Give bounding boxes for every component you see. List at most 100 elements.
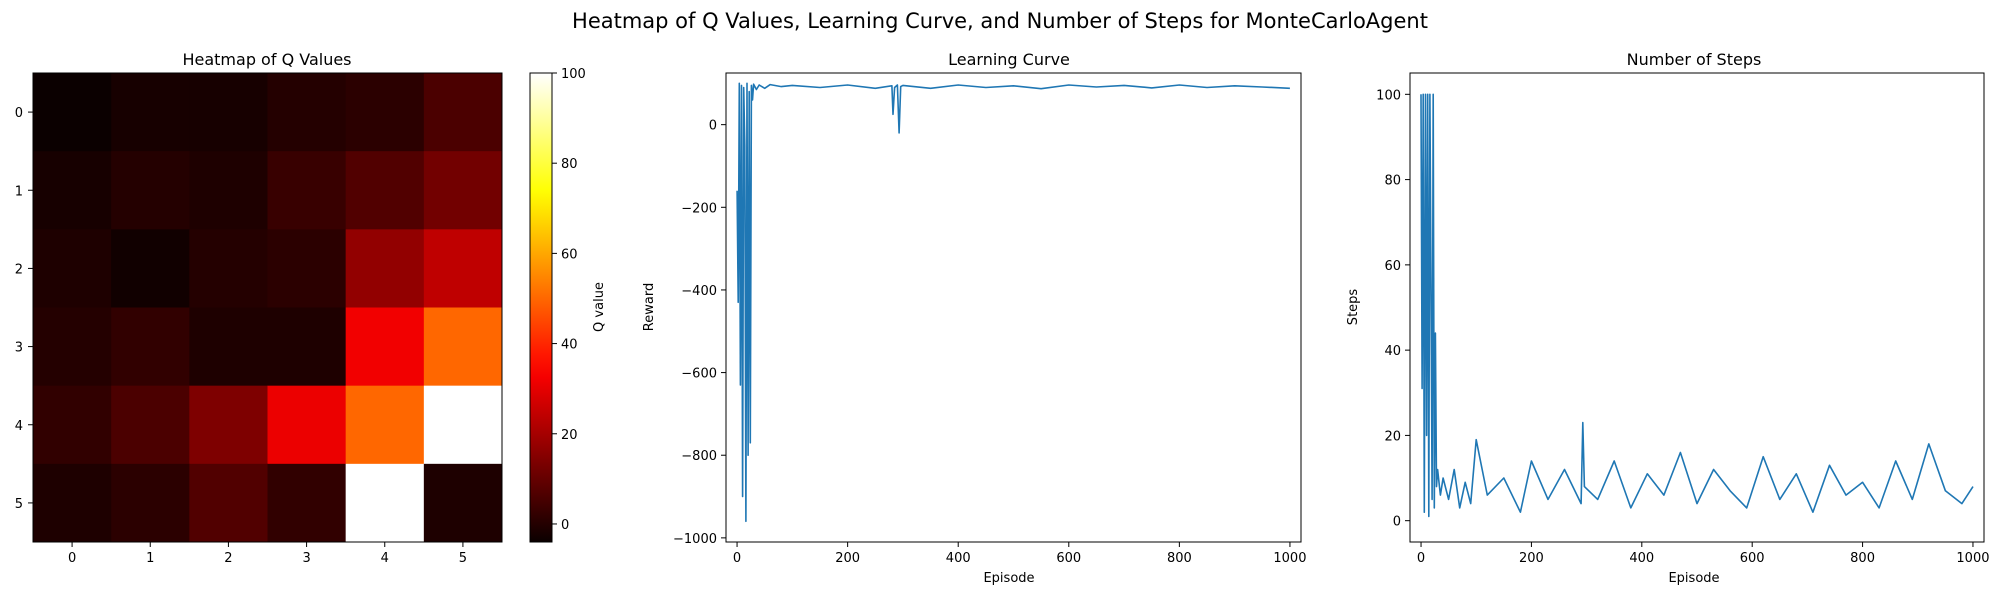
- learning-curve-x-tick: 200: [835, 551, 860, 566]
- learning-curve-xlabel: Episode: [983, 571, 1034, 586]
- heatmap-cell: [267, 229, 347, 308]
- heatmap-cell: [111, 229, 190, 308]
- heatmap-cell: [111, 73, 190, 152]
- learning-curve-y-tick: −800: [681, 449, 717, 464]
- learning-curve-ylabel: Reward: [642, 283, 657, 331]
- heatmap-cell: [189, 385, 268, 465]
- heatmap-cell: [33, 385, 112, 465]
- steps-series-line: [1420, 93, 1974, 518]
- learning-curve-plot-area: [726, 73, 1301, 542]
- learning-curve-x-tick: 1000: [1273, 551, 1306, 566]
- heatmap-cell: [33, 151, 112, 230]
- heatmap-cell: [345, 463, 425, 543]
- heatmap-cell: [345, 229, 425, 308]
- heatmap-y-tick: 3: [15, 341, 23, 356]
- heatmap-x-tick: 3: [302, 551, 310, 566]
- heatmap-title: Heatmap of Q Values: [182, 50, 351, 69]
- steps-plot-area: [1410, 73, 1984, 542]
- colorbar-tick: 60: [561, 247, 578, 262]
- heatmap-cell: [189, 229, 268, 308]
- colorbar-tick: 20: [561, 428, 578, 443]
- steps-xlabel: Episode: [1668, 571, 1719, 586]
- heatmap-cell: [423, 151, 503, 230]
- heatmap-cell: [111, 385, 190, 465]
- heatmap-cell: [267, 151, 347, 230]
- figure-title: Heatmap of Q Values, Learning Curve, and…: [572, 9, 1428, 33]
- steps-x-tick: 600: [1740, 551, 1765, 566]
- heatmap-cell: [111, 307, 190, 387]
- learning-curve-y-tick: −400: [681, 284, 717, 299]
- heatmap-cell: [33, 73, 112, 152]
- heatmap-ticks: 0 1 2 3 4 5 0 1 2 3 4 5: [15, 106, 467, 566]
- heatmap-cells: [32, 72, 503, 543]
- learning-curve-x-tick: 600: [1056, 551, 1081, 566]
- heatmap-cell: [189, 73, 268, 152]
- heatmap-y-tick: 2: [15, 262, 23, 277]
- heatmap-cell: [423, 385, 503, 465]
- steps-panel: Number of Steps 0 200 400 600 800 1000 0 20 40 60…: [1346, 50, 1990, 586]
- colorbar-tick: 0: [561, 518, 569, 533]
- steps-x-tick: 0: [1417, 551, 1425, 566]
- steps-axes-frame: [1409, 72, 1985, 543]
- heatmap-cell: [423, 463, 503, 543]
- steps-ylabel: Steps: [1346, 289, 1361, 326]
- heatmap-cell: [189, 463, 268, 543]
- steps-y-tick: 20: [1384, 429, 1401, 444]
- learning-curve-y-tick: −200: [681, 201, 717, 216]
- colorbar-ticks: 0 20 40 60 80 100: [552, 67, 586, 533]
- heatmap-cell: [423, 307, 503, 387]
- learning-curve-x-tick: 0: [733, 551, 741, 566]
- learning-curve-y-tick: 0: [709, 119, 717, 134]
- heatmap-panel: Heatmap of Q Values 0 1 2 3 4 5 0 1 2 3 4 5 0 20 40 60…: [15, 50, 607, 566]
- steps-y-tick: 40: [1384, 344, 1401, 359]
- learning-curve-plot: 0 200 400 600 800 1000 0 −200 −400 −600 −800 −1000: [673, 72, 1306, 566]
- colorbar: [529, 72, 553, 543]
- learning-curve-y-tick: −1000: [673, 532, 717, 547]
- heatmap-y-tick: 5: [15, 497, 23, 512]
- colorbar-label: Q value: [592, 282, 607, 332]
- heatmap-cell: [189, 307, 268, 387]
- heatmap-cell: [33, 229, 112, 308]
- steps-title: Number of Steps: [1627, 50, 1762, 69]
- heatmap-x-tick: 1: [146, 551, 154, 566]
- heatmap-cell: [345, 73, 425, 152]
- heatmap-frame: [32, 72, 503, 543]
- heatmap-cell: [423, 73, 503, 152]
- steps-plot: 0 200 400 600 800 1000 0 20 40 60 80 100: [1376, 72, 1990, 566]
- heatmap-cell: [345, 385, 425, 465]
- learning-curve-title: Learning Curve: [948, 50, 1070, 69]
- heatmap-x-tick: 0: [68, 551, 76, 566]
- heatmap-cell: [33, 307, 112, 387]
- heatmap-cell: [189, 151, 268, 230]
- colorbar-tick: 40: [561, 338, 578, 353]
- heatmap-cell: [345, 307, 425, 387]
- heatmap-y-tick: 1: [15, 184, 23, 199]
- heatmap-cell: [267, 307, 347, 387]
- heatmap-x-tick: 4: [381, 551, 389, 566]
- steps-x-tick: 200: [1519, 551, 1544, 566]
- learning-curve-series-line: [736, 82, 1290, 523]
- learning-curve-axes-frame: [725, 72, 1302, 543]
- heatmap-y-tick: 0: [15, 106, 23, 121]
- steps-x-tick: 800: [1850, 551, 1875, 566]
- learning-curve-y-tick: −600: [681, 367, 717, 382]
- heatmap-x-tick: 2: [224, 551, 232, 566]
- heatmap-cell: [111, 151, 190, 230]
- steps-y-tick: 0: [1393, 515, 1401, 530]
- heatmap-cell: [423, 229, 503, 308]
- heatmap-cell: [345, 151, 425, 230]
- heatmap-cell: [267, 385, 347, 465]
- learning-curve-x-tick: 800: [1167, 551, 1192, 566]
- heatmap-cell: [267, 73, 347, 152]
- learning-curve-x-tick: 400: [946, 551, 971, 566]
- heatmap-cell: [267, 463, 347, 543]
- heatmap-cell: [111, 463, 190, 543]
- steps-y-tick: 100: [1376, 88, 1401, 103]
- learning-curve-panel: Learning Curve 0 200 400 600 800 1000 0 −200 −40…: [642, 50, 1306, 586]
- steps-x-tick: 1000: [1956, 551, 1989, 566]
- heatmap-cell: [33, 463, 112, 543]
- steps-y-tick: 80: [1384, 174, 1401, 189]
- steps-x-tick: 400: [1629, 551, 1654, 566]
- heatmap-x-tick: 5: [459, 551, 467, 566]
